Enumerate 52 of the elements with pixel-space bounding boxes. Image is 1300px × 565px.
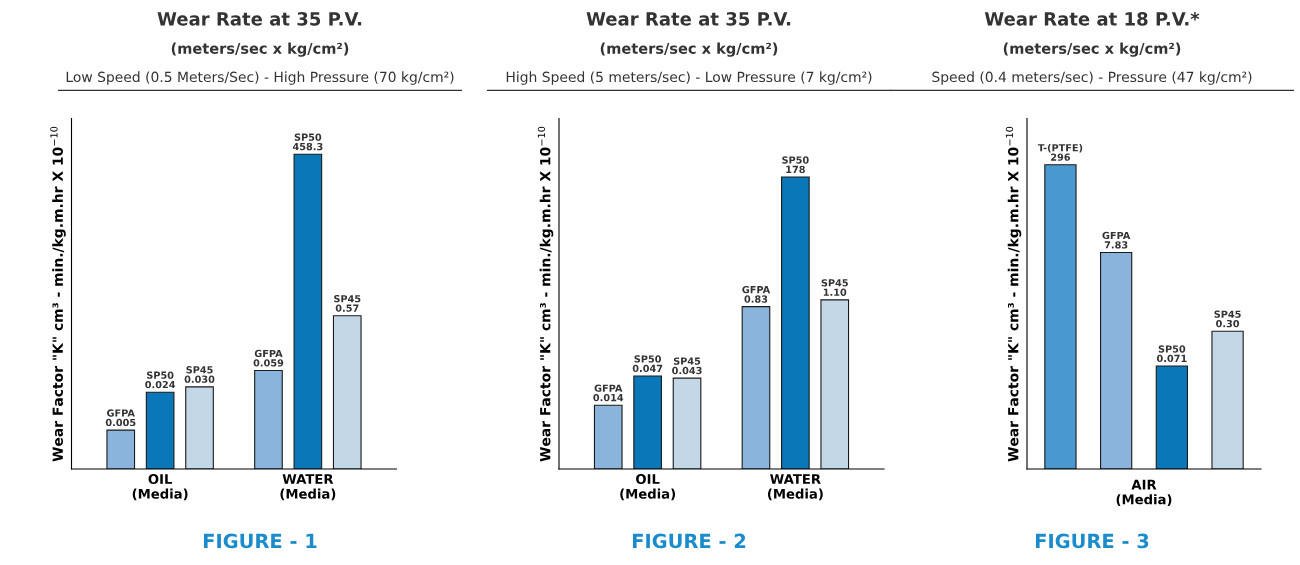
y-axis-title: Wear Factor "K" cm³ - min./kg.m.hr X 10$^{−10}$	[537, 126, 554, 462]
text: High Speed (5 meters/sec) - Low Pressure (7 kg/cm²)	[506, 71, 872, 85]
series-label: SP50	[294, 133, 322, 141]
series-label: SP45	[186, 366, 213, 374]
data-label: 0.83	[744, 295, 768, 303]
series-label: SP45	[673, 357, 701, 365]
text: GFPA	[742, 285, 771, 294]
data-label: 0.014	[593, 393, 624, 402]
text: SP50	[782, 156, 809, 164]
y-axis-title: Wear Factor "K" cm³ - min./kg.m.hr X 10$^{−10}$	[1005, 126, 1022, 462]
data-label: 1.10	[823, 288, 847, 296]
x-tick-label: OIL (Media)	[132, 474, 188, 501]
y-axis-title: Wear Factor "K" cm³ - min./kg.m.hr X 10$^{−10}$	[50, 126, 66, 462]
chart-subtitle: (meters/sec x kg/cm²)	[1003, 42, 1181, 57]
series-label: SP50	[634, 355, 661, 363]
data-label: 178	[786, 165, 805, 174]
series-label: GFPA	[107, 409, 135, 417]
text: Speed (0.4 meters/sec) - Pressure (47 kg/cm²)	[932, 71, 1252, 85]
data-label: 0.005	[105, 418, 136, 427]
text: SP45	[334, 295, 361, 303]
chart-subtitle: (meters/sec x kg/cm²)	[600, 42, 778, 57]
data-label: 0.030	[184, 375, 215, 383]
annotation: T-(PTFE)	[1037, 143, 1083, 153]
data-label: 458.3	[292, 142, 323, 151]
data-label: 0.043	[672, 366, 702, 375]
data-label: 7.83	[1104, 241, 1128, 249]
annotation: GFPA	[1102, 231, 1131, 240]
data-label: 296	[1051, 153, 1071, 161]
data-label: 0.059	[253, 359, 284, 367]
text: SP50	[147, 371, 174, 379]
x-tick-label: OIL (Media)	[620, 474, 676, 501]
x-axis-title: AIR (Media)	[1116, 479, 1172, 506]
chart-title: Wear Rate at 35 P.V.	[586, 12, 791, 26]
chart-title: Wear Rate at 18 P.V.*	[984, 12, 1200, 26]
x-tick-label: WATER (Media)	[280, 474, 336, 501]
text: SP45	[821, 279, 848, 287]
series-label: GFPA	[594, 384, 623, 392]
text: GFPA	[254, 349, 283, 358]
annotation: SP50	[1158, 345, 1186, 353]
data-label: 0.071	[1156, 354, 1187, 363]
text: Low Speed (0.5 Meters/Sec) - High Pressure (70 kg/cm²)	[66, 71, 454, 85]
annotation: SP45	[1214, 310, 1241, 318]
data-label: 0.047	[632, 364, 663, 373]
data-label: 0.57	[335, 304, 359, 312]
data-label: 0.024	[145, 380, 176, 389]
text: FIGURE - 1	[203, 533, 317, 549]
text: FIGURE - 2	[632, 533, 746, 549]
chart-title: Wear Rate at 35 P.V.	[157, 12, 362, 26]
chart-subtitle: (meters/sec x kg/cm²)	[171, 42, 349, 57]
data-label: 0.30	[1216, 319, 1240, 328]
x-tick-label: WATER (Media)	[767, 474, 823, 501]
text: FIGURE - 3	[1035, 533, 1149, 549]
